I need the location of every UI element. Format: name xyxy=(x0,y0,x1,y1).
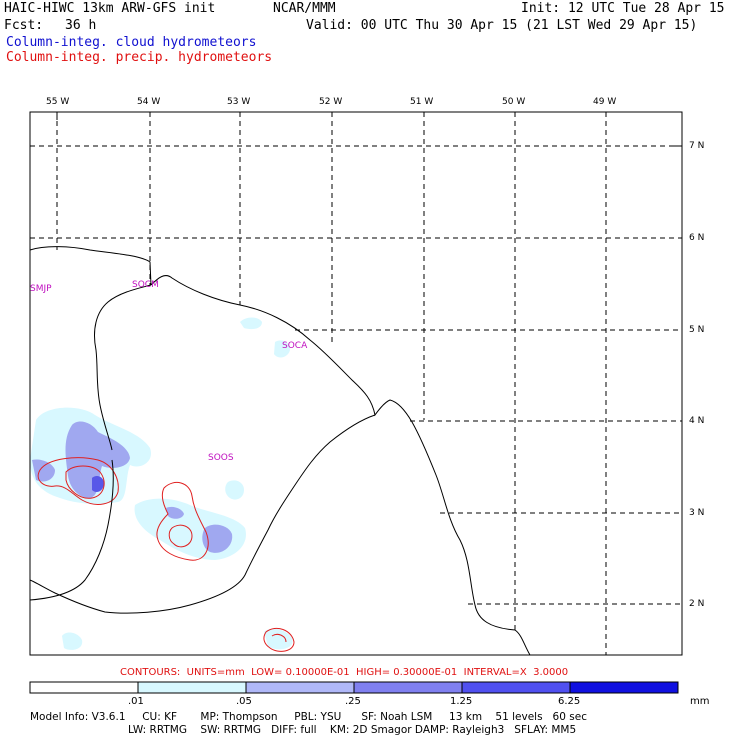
lon-label: 54 W xyxy=(137,97,161,107)
station-label: SMJP xyxy=(30,284,52,294)
frame-ticks xyxy=(56,112,682,147)
map-frame xyxy=(29,111,683,656)
colorbar-label: 1.25 xyxy=(450,696,473,707)
lon-label: 50 W xyxy=(502,97,526,107)
lon-label: 53 W xyxy=(227,97,251,107)
lat-label: 6 N xyxy=(689,233,705,243)
contour-info: CONTOURS: UNITS=mm LOW= 0.10000E-01 HIGH… xyxy=(120,667,569,678)
field-precip-hydrometeors: Column-integ. precip. hydrometeors xyxy=(6,50,273,65)
model-info-line2: LW: RRTMG SW: RRTMG DIFF: full KM: 2D Sm… xyxy=(128,724,577,736)
valid-time: Valid: 00 UTC Thu 30 Apr 15 (21 LST Wed … xyxy=(306,18,698,33)
field-cloud-hydrometeors: Column-integ. cloud hydrometeors xyxy=(6,35,257,50)
lat-lon-grid xyxy=(30,112,682,655)
lon-label: 55 W xyxy=(46,97,70,107)
station-label: SOCA xyxy=(282,341,308,351)
cloud-shading-light xyxy=(30,317,293,650)
lat-label: 4 N xyxy=(689,416,705,426)
colorbar-unit: mm xyxy=(690,696,710,707)
lat-label: 5 N xyxy=(689,325,705,335)
station-label: SOOS xyxy=(208,453,234,463)
cloud-shading-high xyxy=(92,476,104,492)
lat-label: 7 N xyxy=(689,141,705,151)
model-info-line1: Model Info: V3.6.1 CU: KF MP: Thompson P… xyxy=(30,711,587,723)
lon-label: 51 W xyxy=(410,97,434,107)
station-label: SOCM xyxy=(132,280,159,290)
precip-contours xyxy=(37,457,295,652)
colorbar-label: 6.25 xyxy=(558,696,581,707)
forecast-hours: 36 h xyxy=(65,18,97,33)
colorbar-label: .01 xyxy=(128,696,144,707)
colorbar-label: .25 xyxy=(345,696,361,707)
lon-label: 52 W xyxy=(319,97,343,107)
colorbar-label: .05 xyxy=(236,696,252,707)
org-label: NCAR/MMM xyxy=(273,1,336,16)
init-time: Init: 12 UTC Tue 28 Apr 15 xyxy=(521,1,725,16)
lat-label: 2 N xyxy=(689,599,705,609)
lat-label: 3 N xyxy=(689,508,705,518)
forecast-label: Fcst: xyxy=(4,18,44,33)
lon-label: 49 W xyxy=(593,97,617,107)
colorbar xyxy=(29,681,679,694)
model-title: HAIC-HIWC 13km ARW-GFS init xyxy=(4,1,216,16)
